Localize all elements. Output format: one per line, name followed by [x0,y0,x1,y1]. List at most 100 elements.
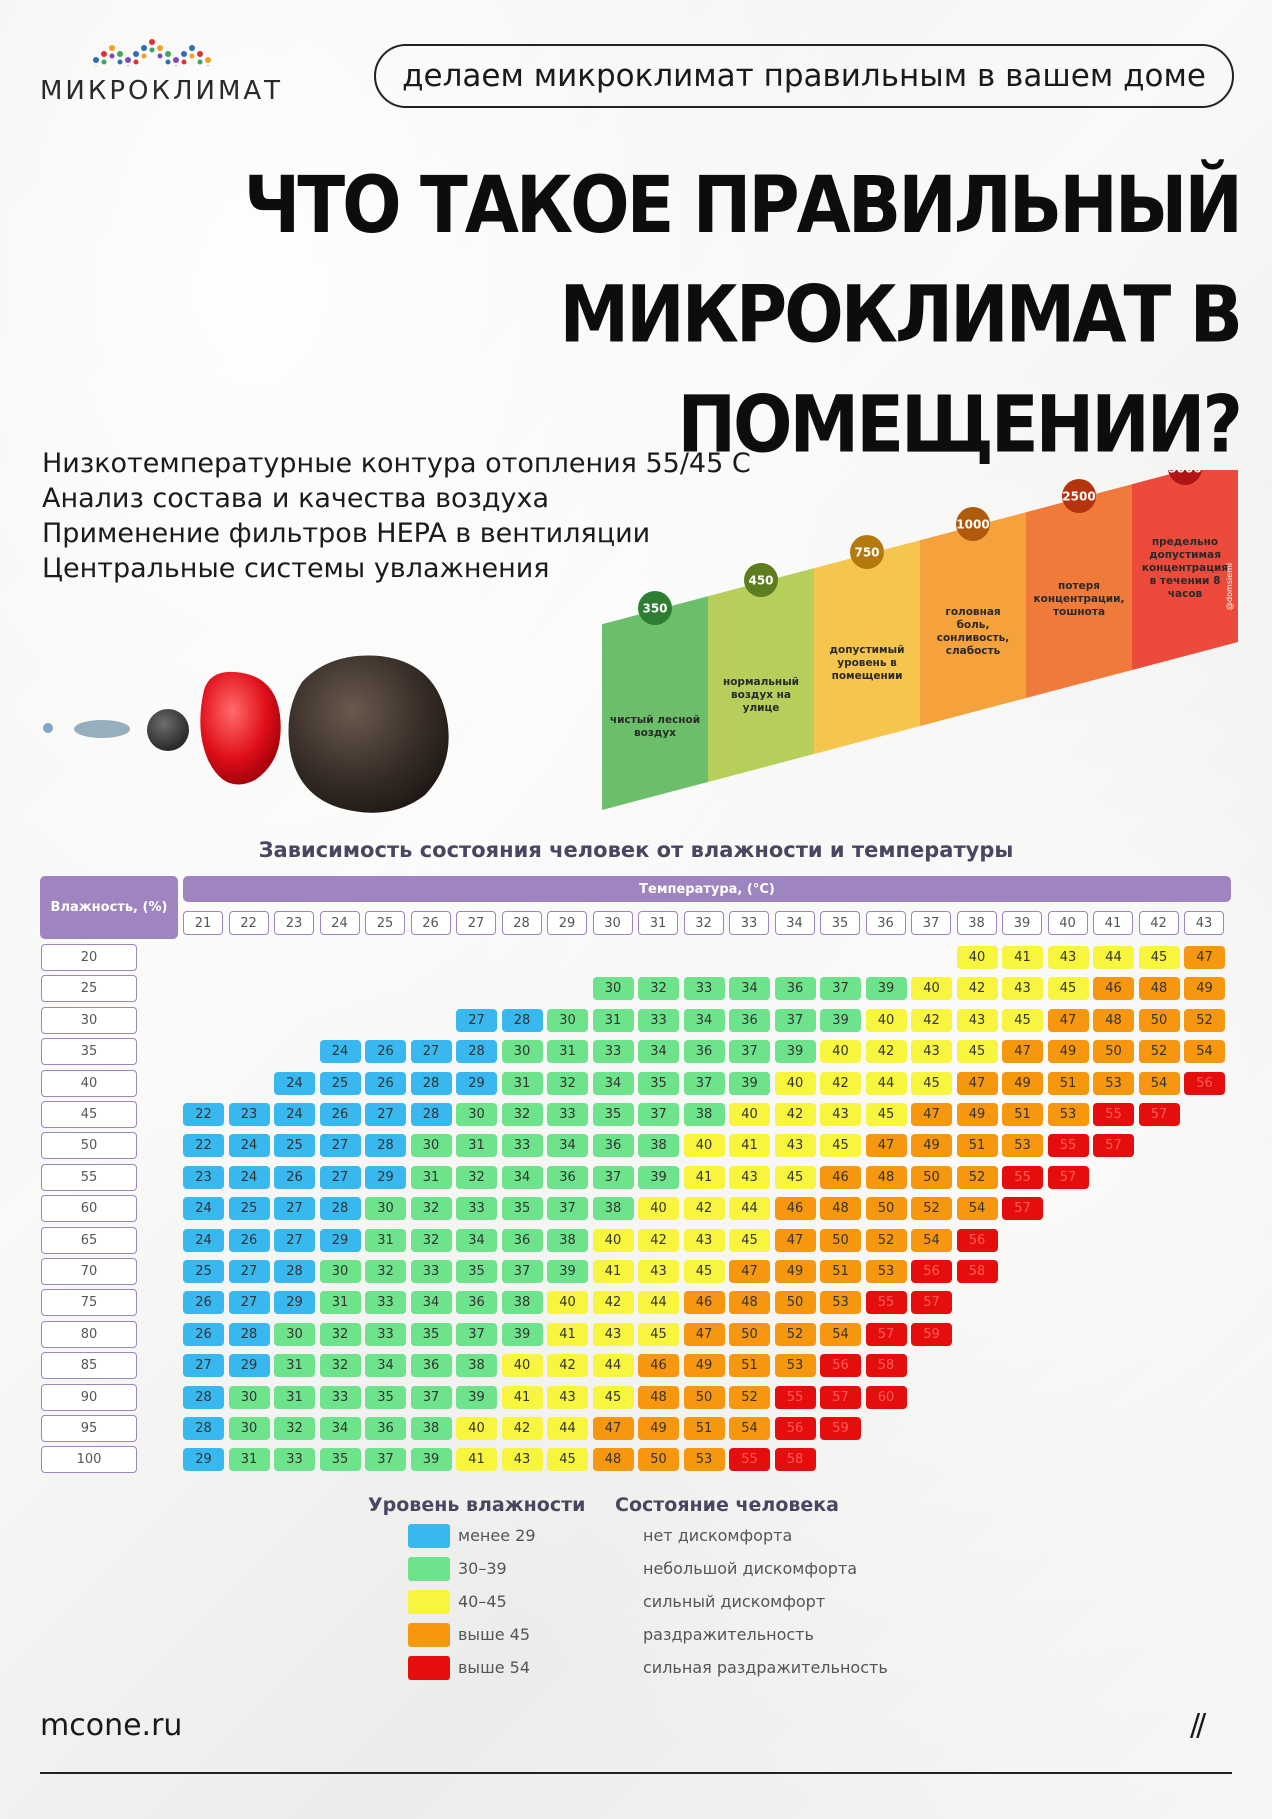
comfort-index-cell: 35 [501,1197,543,1221]
comfort-index-cell: 57 [1002,1197,1043,1221]
comfort-index-cell: 56 [911,1260,952,1283]
comfort-index-cell: 48 [638,1385,679,1409]
comfort-index-cell: 37 [774,1008,816,1032]
temperature-column-header: 42 [1138,911,1179,935]
logo-dot [174,65,178,66]
logo-dot [141,45,147,51]
comfort-index-cell: 27 [319,1165,361,1189]
logo-dot [101,59,107,65]
comfort-index-cell: 32 [410,1228,452,1252]
logo-dot [94,65,98,66]
legend-swatch [408,1656,450,1680]
comfort-index-cell: 49 [1002,1071,1043,1095]
comfort-index-cell: 37 [410,1385,452,1409]
comfort-index-cell: 30 [547,1008,588,1032]
comfort-index-cell: 32 [319,1354,361,1378]
comfort-index-cell: 42 [956,977,998,1001]
comfort-index-cell: 44 [638,1291,679,1315]
ppm-label: головная [945,606,1000,618]
comfort-index-cell: 28 [456,1040,497,1064]
comfort-index-cell: 48 [1138,977,1180,1001]
comfort-index-cell: 46 [774,1197,816,1221]
comfort-index-cell: 38 [501,1291,543,1315]
comfort-index-cell: 42 [865,1040,907,1064]
ppm-badge [744,563,778,597]
humidity-row-header: 75 [41,1289,137,1317]
comfort-index-cell: 57 [911,1291,952,1315]
comfort-index-cell: 50 [683,1385,725,1409]
comfort-index-cell: 27 [228,1260,270,1283]
comfort-index-cell: 31 [228,1448,270,1472]
comfort-index-cell: 22 [183,1103,224,1126]
comfort-index-cell: 42 [638,1228,679,1252]
comfort-index-cell: 39 [729,1071,770,1095]
comfort-index-cell: 45 [820,1134,861,1158]
logo-dot [141,53,147,59]
comfort-index-cell: 42 [820,1071,861,1095]
comfort-index-cell: 42 [683,1197,725,1221]
comfort-index-cell: 57 [1093,1134,1134,1158]
comfort-index-cell: 33 [365,1291,406,1315]
comfort-index-cell: 36 [774,977,816,1001]
comfort-index-cell: 53 [1093,1071,1134,1095]
comfort-index-cell: 45 [774,1165,816,1189]
comfort-index-cell: 46 [638,1354,679,1378]
humidity-row-header: 70 [41,1258,137,1285]
comfort-index-cell: 52 [911,1197,952,1221]
temperature-column-header: 34 [774,911,815,935]
comfort-index-cell: 44 [592,1354,634,1378]
comfort-index-cell: 26 [365,1040,406,1064]
legend-swatch [408,1590,450,1614]
comfort-index-cell: 27 [228,1291,270,1315]
comfort-index-cell: 45 [1138,946,1180,969]
ppm-value: 1000 [956,518,989,532]
comfort-index-cell: 35 [456,1260,497,1283]
comfort-index-cell: 28 [365,1134,406,1158]
temperature-column-header: 39 [1002,911,1042,935]
temperature-column-header: 43 [1184,911,1224,935]
comfort-index-cell: 31 [274,1385,315,1409]
comfort-index-cell: 24 [274,1103,315,1126]
comfort-index-cell: 26 [365,1071,406,1095]
comfort-index-cell: 47 [1184,946,1225,969]
comfort-index-cell: 58 [774,1448,816,1472]
feature-item: Анализ состава и качества воздуха [42,483,550,514]
logo-dot [189,45,195,51]
comfort-index-cell: 33 [365,1322,406,1346]
humidity-row-header: 55 [41,1163,137,1191]
logo-dot [197,59,203,65]
comfort-index-cell: 32 [638,977,679,1001]
comfort-index-cell: 43 [729,1165,770,1189]
comfort-index-cell: 31 [501,1071,543,1095]
comfort-index-cell: 40 [956,946,998,969]
comfort-index-cell: 36 [365,1417,406,1440]
temperature-column-header: 33 [729,911,769,935]
logo-dot [165,59,171,65]
comfort-index-cell: 29 [319,1228,361,1252]
comfort-index-cell: 32 [274,1417,315,1440]
legend-state: небольшой дискомфорта [643,1559,858,1578]
comfort-index-cell: 27 [274,1197,315,1221]
comfort-index-cell: 27 [183,1354,224,1378]
comfort-index-cell: 40 [820,1040,861,1064]
comfort-index-cell: 41 [729,1134,770,1158]
comfort-index-cell: 41 [1002,946,1043,969]
comfort-index-cell: 30 [501,1040,543,1064]
comfort-index-cell: 24 [274,1071,315,1095]
comfort-index-cell: 49 [1184,977,1225,1001]
logo-dot [157,45,163,51]
temperature-column-header: 25 [365,911,405,935]
comfort-index-cell: 39 [456,1385,497,1409]
comfort-index-cell: 55 [1002,1165,1043,1189]
comfort-index-cell: 49 [1047,1040,1089,1064]
comfort-index-cell: 47 [911,1103,952,1126]
comfort-index-cell: 34 [547,1134,588,1158]
ppm-label: улице [743,702,780,714]
comfort-index-cell: 38 [547,1228,588,1252]
comfort-index-cell: 41 [683,1165,725,1189]
comfort-index-cell: 45 [911,1071,952,1095]
comfort-index-cell: 51 [683,1417,725,1440]
logo-dot [117,51,123,57]
comfort-index-cell: 51 [820,1260,861,1283]
